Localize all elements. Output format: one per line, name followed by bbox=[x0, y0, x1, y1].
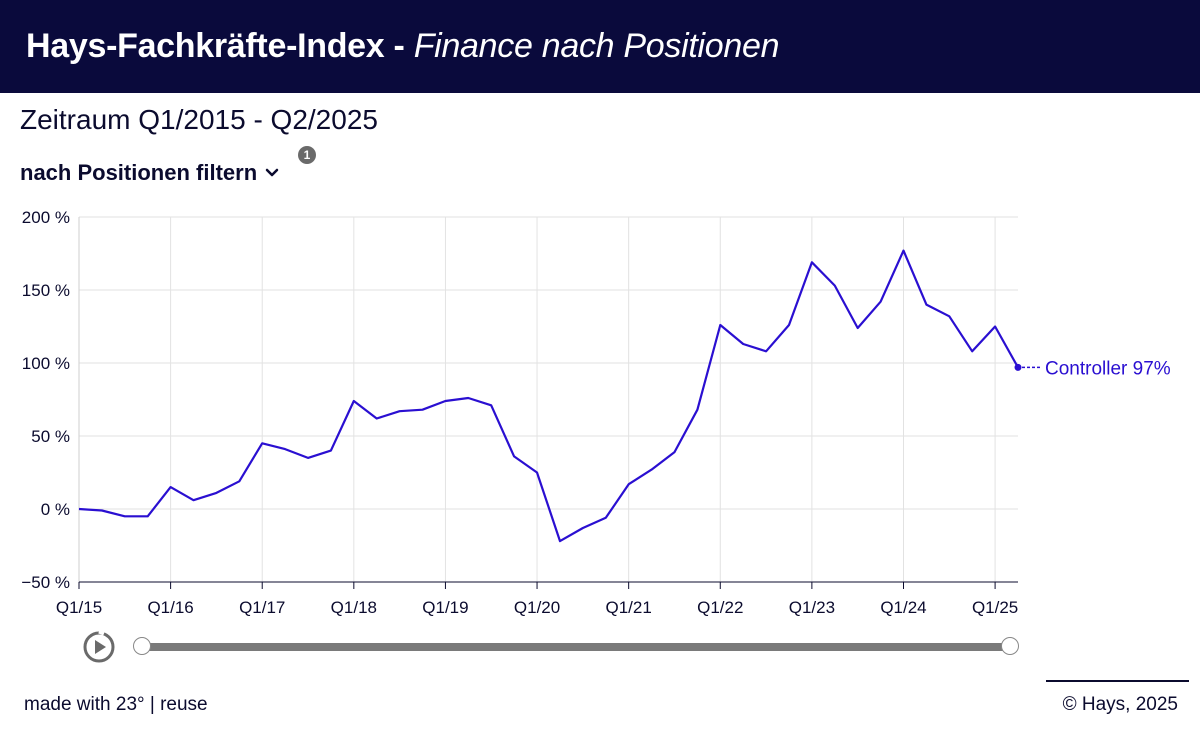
x-tick-label: Q1/22 bbox=[697, 598, 743, 617]
title-subtitle: Finance nach Positionen bbox=[413, 27, 780, 65]
footer-divider bbox=[1046, 680, 1189, 682]
copyright: © Hays, 2025 bbox=[1062, 694, 1178, 715]
x-tick-label: Q1/19 bbox=[422, 598, 468, 617]
x-tick-label: Q1/15 bbox=[56, 598, 102, 617]
x-tick-label: Q1/17 bbox=[239, 598, 285, 617]
series-end-label: Controller 97% bbox=[1045, 358, 1171, 379]
slider-start-handle[interactable] bbox=[133, 637, 151, 655]
series-end-marker[interactable] bbox=[1014, 363, 1022, 371]
x-tick-label: Q1/18 bbox=[331, 598, 377, 617]
series-layer: Controller 97% bbox=[78, 249, 1171, 543]
y-tick-label: −50 % bbox=[21, 573, 70, 592]
x-tick-label: Q1/25 bbox=[972, 598, 1018, 617]
replay-play-button[interactable] bbox=[82, 630, 116, 664]
axis-layer: 200 % 150 % 100 % 50 % 0 % −50 % Q1/15 Q1/16 Q1/… bbox=[21, 208, 1018, 617]
y-tick-label: 150 % bbox=[22, 281, 70, 300]
period-label: Zeitraum Q1/2015 - Q2/2025 bbox=[20, 104, 378, 135]
y-tick-label: 200 % bbox=[22, 208, 70, 227]
page-title: Hays-Fachkräfte-Index - Finance nach Pos… bbox=[26, 27, 779, 66]
line-chart: 200 % 150 % 100 % 50 % 0 % −50 % Q1/15 Q1/16 Q1/… bbox=[21, 208, 1171, 617]
chevron-down-icon bbox=[265, 168, 279, 177]
x-tick-label: Q1/21 bbox=[606, 598, 652, 617]
y-tick-label: 0 % bbox=[41, 500, 70, 519]
x-tick-label: Q1/23 bbox=[789, 598, 835, 617]
x-tick-label: Q1/24 bbox=[880, 598, 926, 617]
filter-count-badge[interactable]: 1 bbox=[298, 146, 316, 164]
made-with-credit[interactable]: made with 23° | reuse bbox=[24, 694, 208, 715]
y-tick-label: 50 % bbox=[31, 427, 70, 446]
grid-layer bbox=[78, 216, 1018, 583]
x-tick-label: Q1/16 bbox=[147, 598, 193, 617]
title-main: Hays-Fachkräfte-Index bbox=[26, 27, 385, 65]
y-tick-label: 100 % bbox=[22, 354, 70, 373]
x-tick-label: Q1/20 bbox=[514, 598, 560, 617]
slider-track[interactable] bbox=[142, 643, 1010, 651]
title-separator: - bbox=[384, 27, 414, 65]
series-line-controller[interactable] bbox=[78, 249, 1019, 543]
time-range-slider[interactable] bbox=[133, 637, 1019, 655]
position-filter-dropdown[interactable]: nach Positionen filtern bbox=[20, 160, 279, 186]
header-bar: Hays-Fachkräfte-Index - Finance nach Pos… bbox=[0, 0, 1200, 93]
slider-end-handle[interactable] bbox=[1001, 637, 1019, 655]
filter-label: nach Positionen filtern bbox=[20, 160, 258, 185]
